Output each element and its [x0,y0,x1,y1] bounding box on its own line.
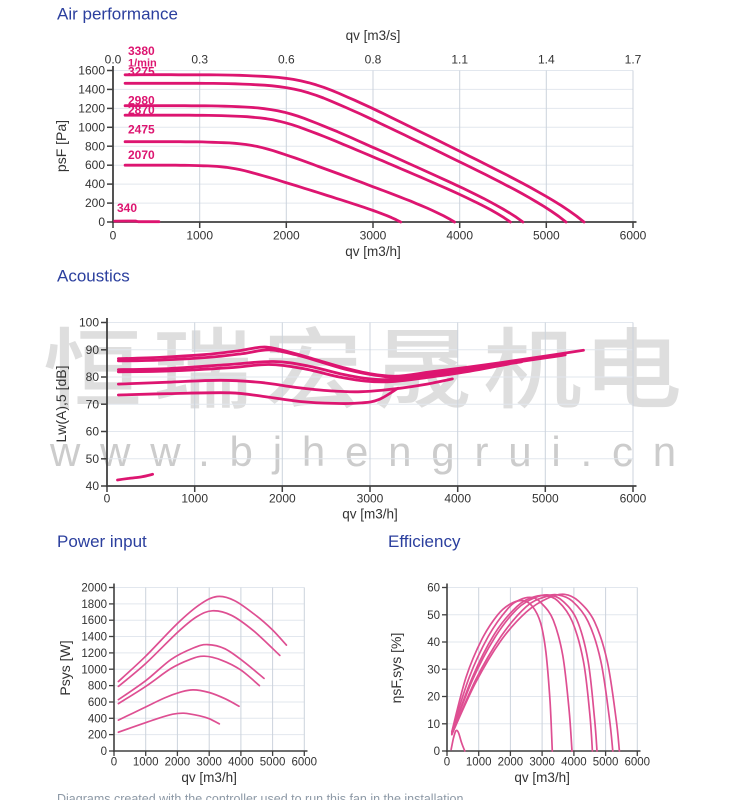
svg-text:1600: 1600 [81,615,107,627]
svg-text:Psys [W]: Psys [W] [57,640,73,695]
svg-text:qv [m3/h]: qv [m3/h] [514,770,570,785]
svg-text:3000: 3000 [529,757,555,769]
svg-text:1000: 1000 [133,757,159,769]
svg-text:Diagrams created with the cont: Diagrams created with the controller use… [57,792,464,800]
svg-text:0: 0 [110,229,117,243]
svg-text:200: 200 [85,196,105,210]
svg-text:70: 70 [86,397,100,411]
svg-text:1600: 1600 [78,64,105,78]
svg-text:Efficiency: Efficiency [388,532,461,551]
svg-text:ηsF,sys [%]: ηsF,sys [%] [388,633,404,704]
svg-text:400: 400 [85,177,105,191]
svg-text:5000: 5000 [260,757,286,769]
svg-text:0: 0 [444,757,450,769]
svg-text:5000: 5000 [533,229,560,243]
svg-text:100: 100 [79,316,99,330]
svg-text:800: 800 [85,139,105,153]
svg-text:400: 400 [88,713,107,725]
svg-text:30: 30 [427,664,440,676]
svg-text:6000: 6000 [620,492,647,506]
svg-text:4000: 4000 [446,229,473,243]
svg-text:1200: 1200 [81,648,107,660]
svg-text:2000: 2000 [498,757,524,769]
svg-text:90: 90 [86,343,100,357]
svg-text:340: 340 [117,201,137,215]
svg-text:6000: 6000 [625,757,651,769]
svg-text:2070: 2070 [128,148,155,162]
svg-text:6000: 6000 [620,229,647,243]
svg-text:1000: 1000 [466,757,492,769]
svg-text:0.0: 0.0 [105,53,122,67]
svg-text:qv [m3/h]: qv [m3/h] [345,244,401,259]
svg-text:qv [m3/s]: qv [m3/s] [346,28,401,43]
svg-text:1000: 1000 [78,120,105,134]
svg-text:200: 200 [88,730,107,742]
svg-text:0: 0 [101,746,107,758]
svg-text:0: 0 [434,746,440,758]
svg-text:Acoustics: Acoustics [57,267,130,286]
svg-text:1.7: 1.7 [625,53,642,67]
svg-text:www.bjhengrui.cn: www.bjhengrui.cn [49,428,696,475]
svg-text:1000: 1000 [186,229,213,243]
svg-text:80: 80 [86,370,100,384]
svg-text:3000: 3000 [360,229,387,243]
svg-text:3380: 3380 [128,44,155,58]
svg-text:2870: 2870 [128,103,155,117]
svg-text:10: 10 [427,719,440,731]
svg-text:2000: 2000 [81,583,107,595]
svg-text:1.4: 1.4 [538,53,555,67]
svg-text:0: 0 [98,215,105,229]
svg-text:800: 800 [88,681,107,693]
svg-text:2000: 2000 [165,757,191,769]
svg-text:60: 60 [427,583,440,595]
svg-text:1400: 1400 [78,82,105,96]
svg-text:2980: 2980 [128,93,155,107]
svg-text:4000: 4000 [228,757,254,769]
svg-text:Air performance: Air performance [57,5,178,24]
svg-text:1.1: 1.1 [451,53,468,67]
svg-text:0.8: 0.8 [365,53,382,67]
svg-text:50: 50 [427,610,440,622]
svg-text:600: 600 [85,158,105,172]
svg-text:6000: 6000 [292,757,318,769]
svg-text:4000: 4000 [444,492,471,506]
svg-text:qv [m3/h]: qv [m3/h] [342,507,398,522]
svg-text:3000: 3000 [196,757,222,769]
svg-text:600: 600 [88,697,107,709]
svg-text:1800: 1800 [81,599,107,611]
svg-text:2475: 2475 [128,123,155,137]
svg-text:3275: 3275 [128,65,155,79]
svg-text:3000: 3000 [357,492,384,506]
svg-text:4000: 4000 [561,757,587,769]
svg-text:Power input: Power input [57,532,147,551]
svg-text:2000: 2000 [273,229,300,243]
svg-text:50: 50 [86,452,100,466]
svg-text:20: 20 [427,692,440,704]
svg-text:40: 40 [86,479,100,493]
svg-text:psF [Pa]: psF [Pa] [53,120,69,172]
svg-text:1400: 1400 [81,632,107,644]
svg-text:0.6: 0.6 [278,53,295,67]
svg-text:60: 60 [86,425,100,439]
svg-text:40: 40 [427,637,440,649]
svg-text:2000: 2000 [269,492,296,506]
svg-text:0: 0 [111,757,117,769]
svg-text:Lw(A),5 [dB]: Lw(A),5 [dB] [53,365,69,442]
svg-text:1000: 1000 [81,664,107,676]
svg-text:1200: 1200 [78,101,105,115]
svg-text:0: 0 [104,492,111,506]
svg-text:1000: 1000 [181,492,208,506]
svg-text:0.3: 0.3 [191,53,208,67]
svg-text:qv [m3/h]: qv [m3/h] [181,770,237,785]
svg-text:5000: 5000 [532,492,559,506]
svg-text:1/min: 1/min [128,58,157,70]
svg-text:5000: 5000 [593,757,619,769]
